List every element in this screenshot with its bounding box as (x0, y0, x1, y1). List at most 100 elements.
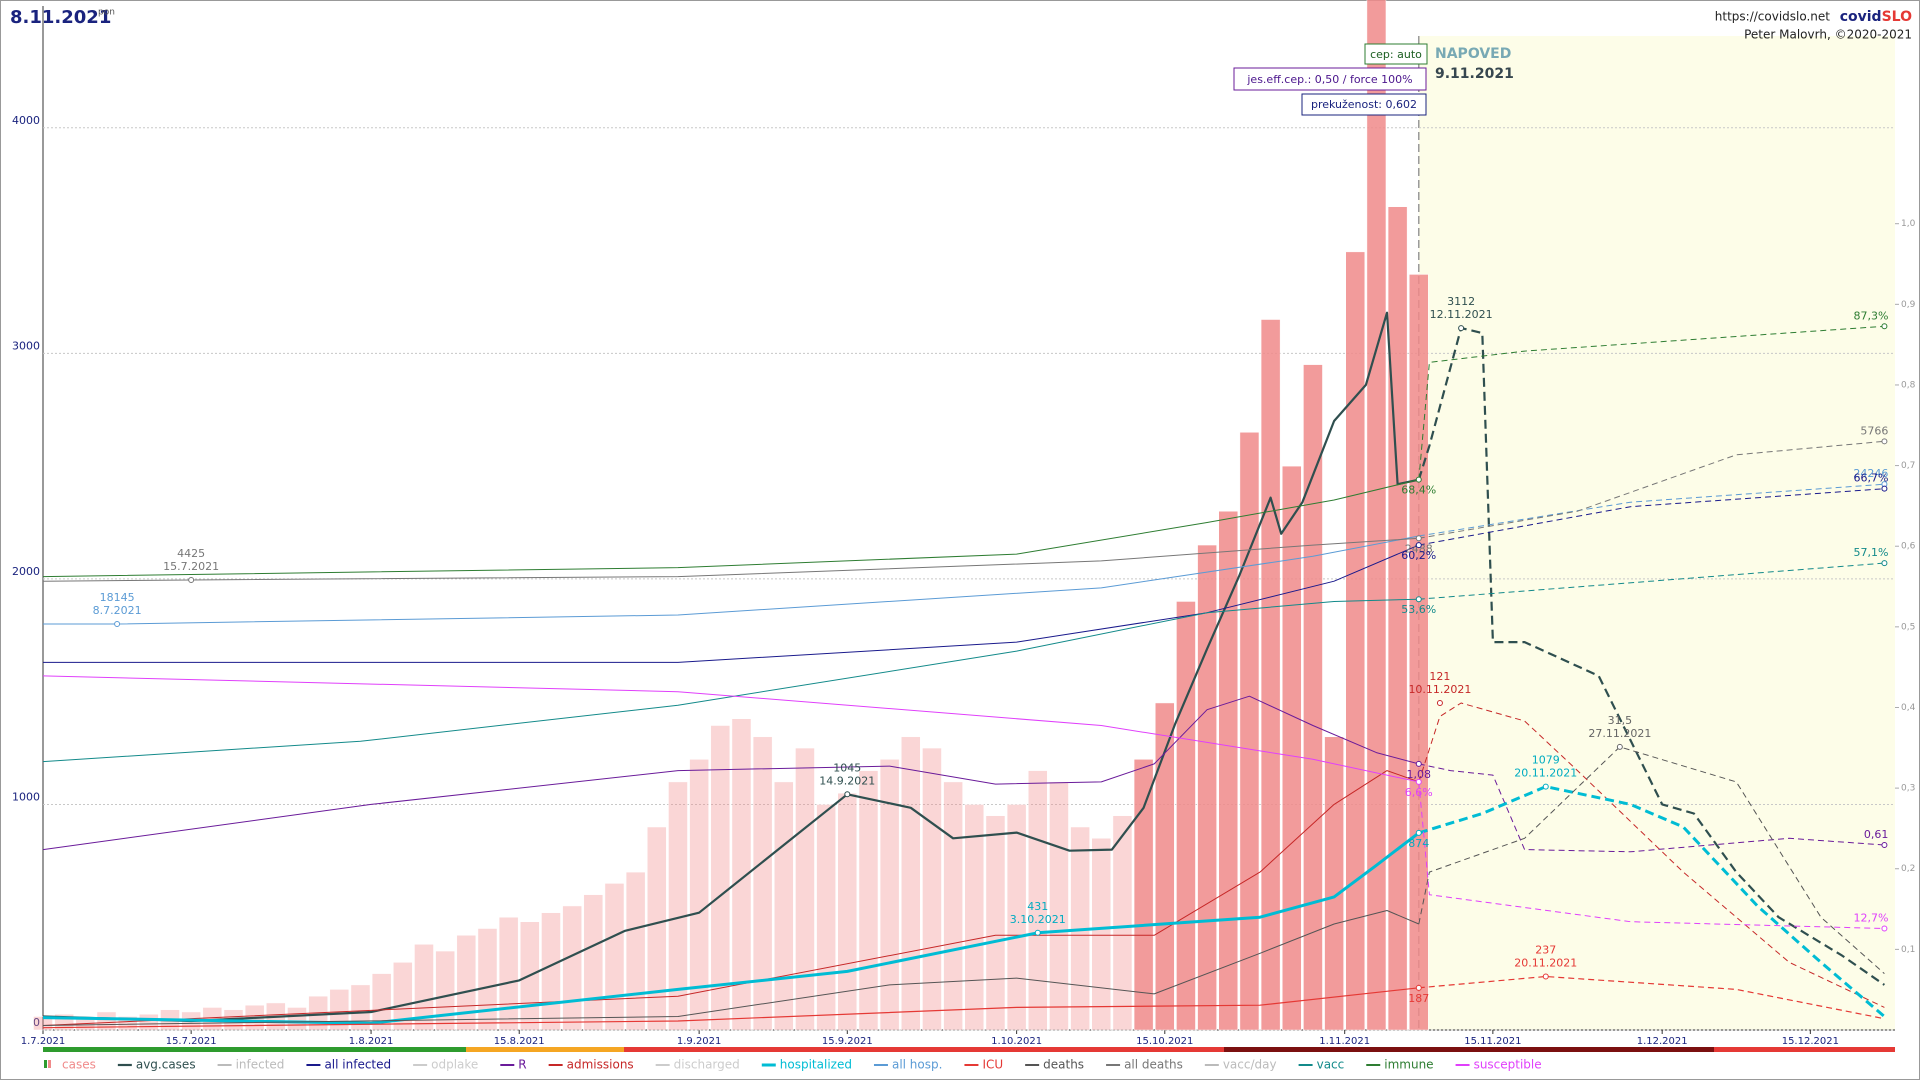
y2-tick-label: 0,1 (1901, 945, 1915, 955)
legend-label: discharged (674, 1058, 740, 1072)
bar (1282, 465, 1302, 1031)
end-label: 66,7% (1853, 472, 1888, 485)
end-label: 6,6% (1405, 786, 1433, 799)
annotation-point (1881, 560, 1888, 567)
bar (858, 770, 879, 1031)
annotation-point (1415, 760, 1422, 767)
bar (985, 815, 1006, 1031)
annotation-label: 1079 (1532, 754, 1560, 767)
forecast-region (1418, 36, 1895, 1030)
y2-tick-label: 1,0 (1901, 219, 1916, 229)
series-line (1418, 562, 1885, 600)
annotation-label: 18145 (100, 591, 135, 604)
y2-tick-label: 0,3 (1901, 784, 1915, 794)
setting-text: cep: auto (1370, 48, 1422, 61)
bar (1112, 815, 1133, 1031)
phase (43, 1047, 466, 1052)
bar (879, 759, 900, 1031)
annotation-point (1415, 476, 1422, 483)
bar (1049, 781, 1069, 1031)
legend-label: all infected (324, 1058, 391, 1072)
annotation-date: 12.11.2021 (1430, 308, 1493, 321)
annotation-point (1415, 984, 1422, 991)
annotation-label: 31,5 (1608, 714, 1633, 727)
legend-swatch (44, 1060, 47, 1068)
series-line (1418, 781, 1885, 929)
bar (1176, 601, 1196, 1031)
annotation-point (1415, 829, 1422, 836)
annotation-date: 14.9.2021 (819, 774, 875, 787)
bar (583, 894, 604, 1031)
setting-box (1301, 93, 1427, 116)
annotation-point (114, 621, 121, 628)
series-line (1418, 975, 1885, 1020)
x-tick-label: 1.9.2021 (677, 1036, 722, 1047)
annotation-point (1415, 542, 1422, 549)
y-tick-label: 0 (33, 1016, 40, 1029)
legend-label: infected (236, 1058, 285, 1072)
y2-tick-label: 0,5 (1901, 622, 1915, 632)
annotation-label: 431 (1027, 900, 1048, 913)
legend-label: deaths (1043, 1058, 1084, 1072)
series-line (1418, 325, 1885, 480)
series-line (42, 675, 1419, 783)
bar (668, 781, 688, 1031)
bar (795, 747, 815, 1031)
bar (477, 928, 498, 1031)
phase (1714, 1047, 1895, 1052)
bar (922, 747, 942, 1031)
annotation-point (1415, 778, 1422, 785)
bar (371, 973, 392, 1031)
y2-tick-label: 0,6 (1901, 542, 1916, 552)
bar (774, 781, 794, 1031)
bar (139, 1013, 159, 1031)
end-label: 187 (1408, 992, 1429, 1005)
end-label: 0,61 (1864, 828, 1889, 841)
chart-subtitle: pon (98, 8, 115, 18)
annotation-point (1542, 973, 1549, 980)
bar (837, 792, 858, 1031)
legend-label: admissions (567, 1058, 634, 1072)
x-tick-label: 15.9.2021 (822, 1036, 873, 1047)
bar (498, 916, 519, 1031)
end-label: 12,7% (1853, 912, 1888, 925)
legend-label: all deaths (1124, 1058, 1183, 1072)
end-label: 2488 (1405, 542, 1433, 555)
annotation-date: 10.11.2021 (1408, 683, 1471, 696)
annotation-point (1415, 535, 1422, 542)
bar (1197, 544, 1217, 1031)
annotation-date: 8.7.2021 (93, 604, 142, 617)
x-tick-label: 1.11.2021 (1319, 1036, 1370, 1047)
end-label: 874 (1408, 837, 1429, 850)
brand: covidSLO (1840, 9, 1912, 25)
legend-label: R (518, 1058, 526, 1072)
series-line (1418, 483, 1885, 537)
bar (96, 1011, 117, 1031)
x-tick-label: 15.10.2021 (1136, 1036, 1193, 1047)
legend-label: odplake (431, 1058, 478, 1072)
bar (816, 804, 836, 1031)
annotation-point (1034, 929, 1041, 936)
bar (1006, 804, 1027, 1031)
y-tick-label: 1000 (12, 790, 40, 803)
legend-swatch (48, 1060, 51, 1068)
phase (1224, 1047, 1714, 1052)
annotation-label: 4425 (177, 547, 205, 560)
series-line (42, 598, 1419, 763)
bar (943, 781, 963, 1031)
bar (541, 912, 561, 1031)
bar (33, 1016, 53, 1031)
phase (466, 1047, 624, 1052)
legend-label: vacc/day (1223, 1058, 1277, 1072)
end-label: 87,3% (1853, 309, 1888, 322)
bar (1218, 510, 1239, 1031)
x-tick-label: 15.11.2021 (1464, 1036, 1521, 1047)
bar (562, 905, 582, 1031)
y2-tick-label: 0,8 (1901, 380, 1916, 390)
bar (393, 962, 413, 1031)
bar (964, 804, 985, 1031)
x-tick-label: 1.10.2021 (991, 1036, 1042, 1047)
bar (1028, 770, 1048, 1031)
series-line (42, 770, 1419, 1026)
bar (625, 871, 646, 1031)
